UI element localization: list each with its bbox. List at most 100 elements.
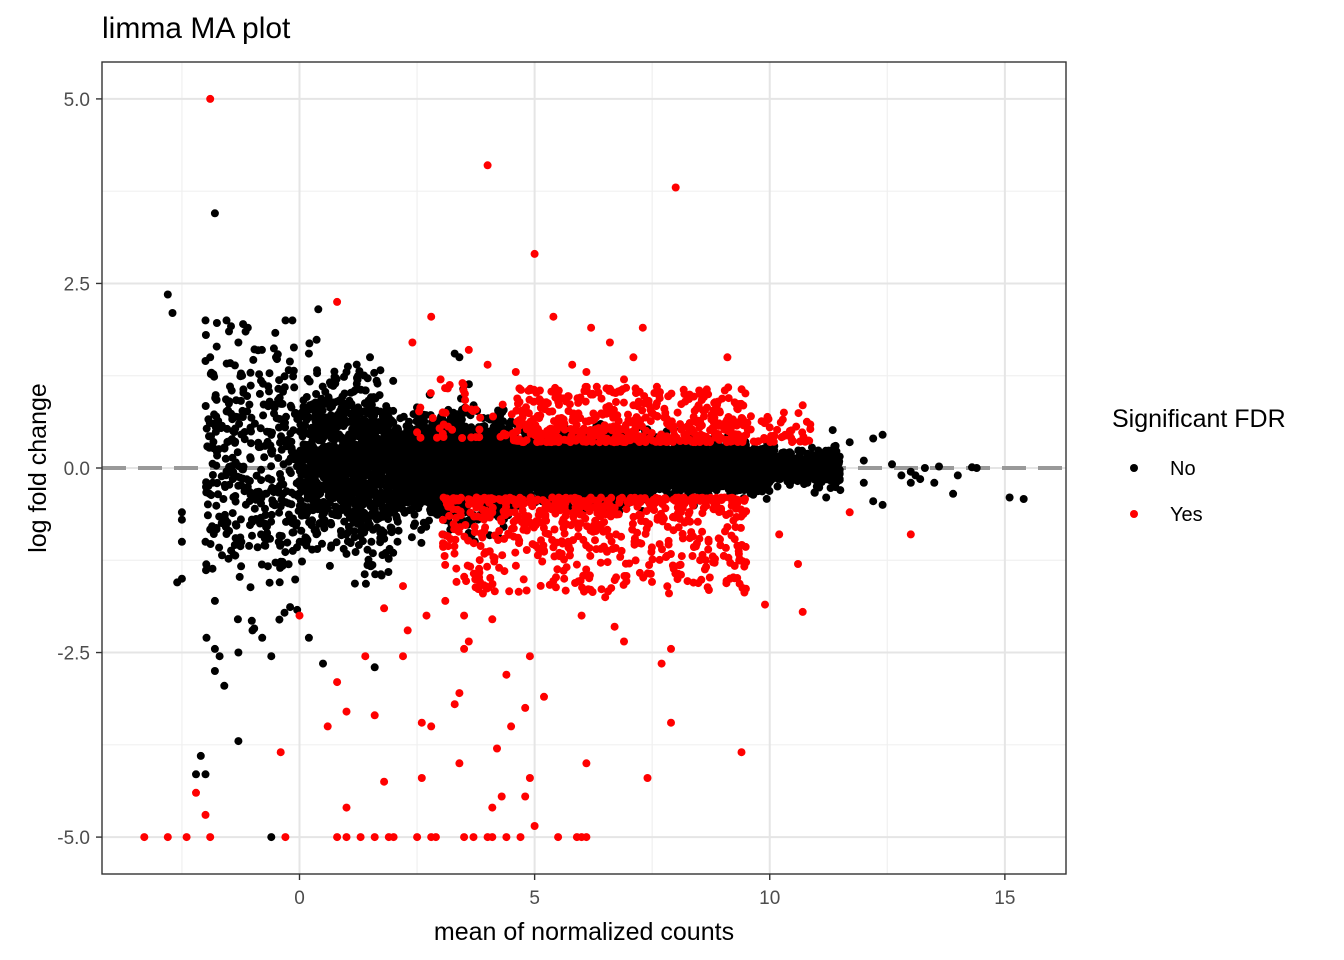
- point-no: [202, 633, 211, 642]
- point-no: [260, 453, 269, 462]
- point-no: [376, 459, 385, 468]
- point-no: [349, 387, 358, 396]
- point-no: [343, 438, 351, 447]
- point-no: [325, 561, 334, 570]
- point-no: [318, 406, 327, 415]
- point-no: [246, 368, 255, 377]
- point-no: [243, 392, 252, 400]
- point-no: [299, 402, 308, 411]
- point-no: [350, 452, 359, 460]
- point-no: [312, 335, 321, 344]
- point-no: [237, 430, 246, 439]
- point-no: [206, 525, 215, 534]
- point-no: [333, 410, 342, 419]
- point-no: [307, 472, 316, 481]
- point-no: [222, 316, 231, 325]
- point-no: [259, 411, 268, 420]
- point-no: [337, 470, 346, 479]
- point-no: [324, 491, 333, 500]
- point-no: [274, 454, 283, 462]
- point-no: [295, 480, 304, 489]
- point-no: [366, 440, 375, 449]
- point-no: [417, 538, 426, 547]
- point-no: [461, 422, 470, 431]
- point-no: [247, 616, 256, 625]
- point-no: [357, 466, 365, 475]
- point-no: [247, 439, 255, 448]
- point-no: [371, 481, 380, 490]
- point-no: [359, 514, 368, 523]
- point-no: [310, 400, 319, 409]
- point-no: [361, 407, 370, 415]
- point-no: [263, 562, 272, 571]
- point-no: [376, 538, 385, 547]
- point-no: [214, 490, 222, 499]
- point-no: [305, 339, 314, 348]
- point-no: [287, 500, 296, 509]
- point-no: [215, 543, 224, 552]
- point-no: [299, 503, 308, 511]
- point-no: [217, 421, 226, 430]
- point-no: [393, 494, 401, 503]
- point-no: [347, 467, 356, 476]
- point-no: [380, 423, 389, 432]
- point-no: [270, 501, 279, 510]
- point-no: [245, 541, 254, 550]
- point-no: [286, 454, 295, 463]
- point-no: [299, 440, 308, 449]
- point-no: [271, 558, 280, 567]
- point-no: [274, 395, 283, 404]
- point-no: [408, 453, 416, 461]
- point-no: [360, 399, 369, 408]
- point-no: [310, 406, 319, 415]
- point-no: [218, 551, 226, 560]
- point-no: [275, 415, 284, 423]
- point-no: [269, 344, 278, 353]
- point-no: [213, 451, 222, 460]
- point-no: [393, 537, 402, 546]
- point-no: [371, 570, 380, 579]
- point-no: [349, 487, 358, 496]
- point-no: [407, 533, 416, 542]
- point-no: [390, 427, 399, 436]
- point-no: [247, 427, 255, 436]
- point-no: [434, 468, 442, 477]
- point-no: [291, 575, 300, 584]
- point-no: [426, 481, 435, 490]
- point-no: [489, 451, 498, 460]
- point-no: [212, 501, 221, 510]
- point-no: [377, 470, 385, 479]
- point-no: [289, 366, 298, 375]
- series-no-points: [163, 209, 1028, 842]
- point-no: [252, 471, 261, 480]
- point-no: [202, 560, 211, 569]
- point-no: [444, 470, 453, 479]
- point-no: [286, 603, 295, 612]
- point-no: [335, 505, 344, 514]
- point-no: [224, 406, 232, 415]
- point-no: [419, 451, 428, 459]
- point-no: [271, 328, 280, 337]
- point-no: [239, 462, 248, 471]
- point-no: [201, 331, 210, 339]
- point-no: [301, 533, 310, 542]
- point-no: [410, 519, 419, 528]
- point-no: [342, 530, 351, 539]
- point-no: [354, 541, 363, 549]
- point-no: [349, 431, 358, 440]
- point-no: [406, 471, 415, 480]
- point-no: [250, 504, 259, 513]
- point-no: [245, 400, 254, 409]
- point-no: [414, 504, 423, 513]
- point-no: [354, 426, 363, 435]
- point-no: [492, 479, 501, 487]
- point-no: [275, 481, 284, 490]
- point-no: [380, 510, 389, 519]
- point-no: [376, 366, 385, 375]
- point-no: [360, 371, 368, 380]
- point-no: [295, 467, 304, 475]
- point-no: [445, 485, 454, 494]
- point-no: [389, 376, 398, 385]
- point-no: [313, 426, 322, 435]
- point-no: [479, 463, 488, 471]
